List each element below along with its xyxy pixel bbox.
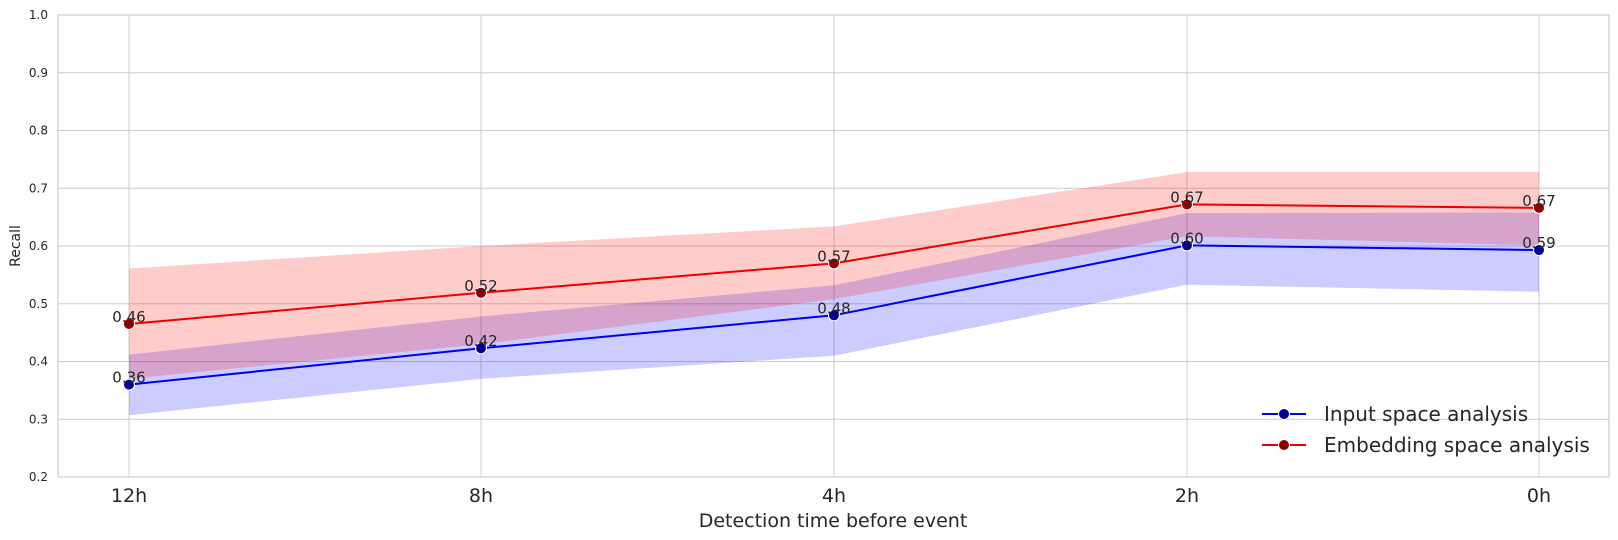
data-label-0-3: 0.60 bbox=[1170, 229, 1203, 247]
x-axis-label: Detection time before event bbox=[699, 510, 968, 532]
y-tick-label-0: 0.2 bbox=[29, 470, 48, 484]
legend-marker-embedding bbox=[1278, 439, 1290, 451]
legend-label-embedding: Embedding space analysis bbox=[1324, 433, 1590, 457]
data-point-1-3 bbox=[1181, 198, 1193, 211]
data-point-1-4 bbox=[1533, 201, 1545, 214]
y-tick-labels: 0.2 0.3 0.4 0.5 0.6 0.7 0.8 0.9 1.0 bbox=[29, 8, 48, 484]
x-tick-label-2: 4h bbox=[822, 485, 846, 507]
data-point-1-1 bbox=[475, 286, 487, 299]
data-label-1-0: 0.46 bbox=[112, 308, 145, 326]
data-point-0-0 bbox=[123, 378, 135, 391]
x-tick-labels: 12h 8h 4h 2h 0h bbox=[111, 485, 1551, 507]
series-markers bbox=[123, 198, 1545, 391]
data-label-1-3: 0.67 bbox=[1170, 188, 1203, 206]
y-tick-label-5: 0.7 bbox=[29, 181, 48, 195]
y-tick-label-8: 1.0 bbox=[29, 8, 48, 22]
y-tick-label-3: 0.5 bbox=[29, 297, 48, 311]
legend-marker-input bbox=[1278, 408, 1290, 420]
legend: Input space analysis Embedding space ana… bbox=[1262, 402, 1590, 457]
data-label-0-1: 0.42 bbox=[464, 332, 497, 350]
y-axis-label: Recall bbox=[8, 225, 24, 267]
x-tick-label-0: 12h bbox=[111, 485, 147, 507]
data-label-0-0: 0.36 bbox=[112, 369, 145, 387]
data-point-0-1 bbox=[475, 342, 487, 355]
data-label-1-4: 0.67 bbox=[1522, 192, 1555, 210]
data-point-1-0 bbox=[123, 317, 135, 330]
confidence-band-1 bbox=[129, 172, 1539, 379]
data-label-1-1: 0.52 bbox=[464, 277, 497, 295]
data-point-0-3 bbox=[1181, 239, 1193, 252]
data-label-1-2: 0.57 bbox=[817, 247, 850, 265]
y-tick-label-4: 0.6 bbox=[29, 239, 48, 253]
data-label-0-4: 0.59 bbox=[1522, 234, 1555, 252]
data-point-0-2 bbox=[828, 309, 840, 322]
data-label-0-2: 0.48 bbox=[817, 299, 850, 317]
y-tick-label-2: 0.4 bbox=[29, 355, 48, 369]
x-tick-label-3: 2h bbox=[1175, 485, 1199, 507]
x-tick-label-1: 8h bbox=[469, 485, 493, 507]
y-tick-label-1: 0.3 bbox=[29, 412, 48, 426]
legend-label-input: Input space analysis bbox=[1324, 402, 1528, 426]
x-tick-label-4: 0h bbox=[1527, 485, 1551, 507]
data-point-0-4 bbox=[1533, 244, 1545, 257]
y-tick-label-6: 0.8 bbox=[29, 124, 48, 138]
data-labels: 0.36 0.42 0.48 0.60 0.59 0.46 0.52 0.57 0.67 0.67 bbox=[112, 188, 1555, 386]
y-tick-label-7: 0.9 bbox=[29, 66, 48, 80]
data-point-1-2 bbox=[828, 257, 840, 270]
grid-lines bbox=[58, 14, 1609, 478]
